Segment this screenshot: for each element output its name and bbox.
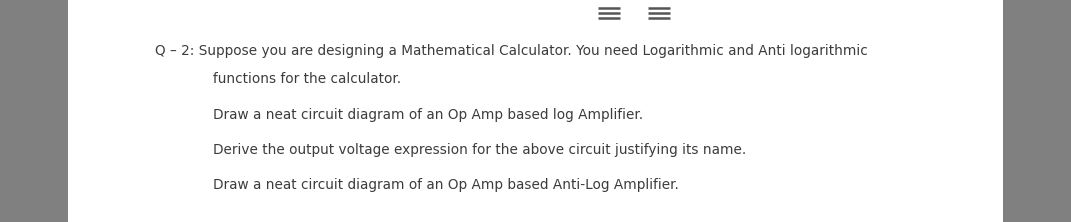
- Bar: [67, 0, 1004, 222]
- Text: Derive the output voltage expression for the above circuit justifying its name.: Derive the output voltage expression for…: [213, 143, 746, 157]
- Text: Q – 2: Suppose you are designing a Mathematical Calculator. You need Logarithmic: Q – 2: Suppose you are designing a Mathe…: [155, 44, 868, 58]
- Text: functions for the calculator.: functions for the calculator.: [213, 72, 402, 86]
- Text: Draw a neat circuit diagram of an Op Amp based log Amplifier.: Draw a neat circuit diagram of an Op Amp…: [213, 108, 643, 122]
- Text: Draw a neat circuit diagram of an Op Amp based Anti-Log Amplifier.: Draw a neat circuit diagram of an Op Amp…: [213, 178, 679, 192]
